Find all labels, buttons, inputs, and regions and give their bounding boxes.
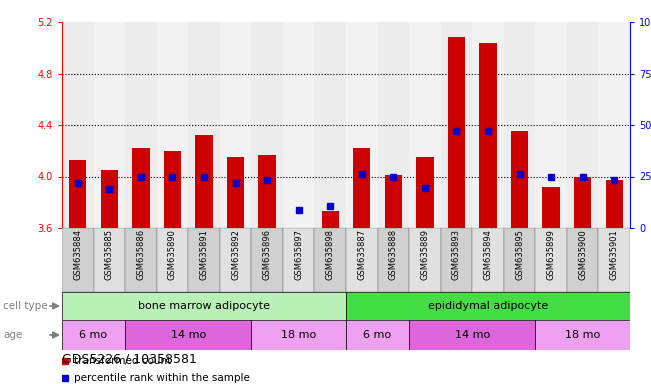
Bar [164,151,181,228]
Text: cell type: cell type [3,301,48,311]
Bar [188,228,220,292]
Text: percentile rank within the sample: percentile rank within the sample [74,373,250,383]
Bar [220,22,251,228]
Bar [472,228,504,292]
Bar [542,187,560,228]
Bar [258,155,276,228]
Bar [62,22,94,228]
Text: 14 mo: 14 mo [454,330,490,340]
Bar [441,22,472,228]
Bar [409,22,441,228]
Bar [598,22,630,228]
Text: GSM635887: GSM635887 [357,229,367,280]
Bar [283,228,314,292]
Text: age: age [3,330,23,340]
Bar [62,292,346,320]
Text: GSM635896: GSM635896 [262,229,271,280]
Bar [378,228,409,292]
Bar [416,157,434,228]
Bar [125,228,157,292]
Text: GSM635888: GSM635888 [389,229,398,280]
Bar [101,170,118,228]
Bar [69,160,87,228]
Text: epididymal adipocyte: epididymal adipocyte [428,301,548,311]
Bar [251,22,283,228]
Bar [535,320,630,350]
Bar [441,228,472,292]
Text: GSM635894: GSM635894 [484,229,493,280]
Bar [220,228,251,292]
Text: GSM635895: GSM635895 [515,229,524,280]
Bar [251,228,283,292]
Bar [504,228,535,292]
Text: GSM635893: GSM635893 [452,229,461,280]
Bar [409,228,441,292]
Text: GSM635892: GSM635892 [231,229,240,280]
Text: GSM635901: GSM635901 [610,229,618,280]
Bar [535,22,567,228]
Bar [227,157,244,228]
Bar [346,292,630,320]
Bar [195,135,213,228]
Bar [511,131,528,228]
Bar [62,228,94,292]
Bar [188,22,220,228]
Text: GSM635891: GSM635891 [199,229,208,280]
Bar [605,180,623,228]
Bar [346,22,378,228]
Bar [314,228,346,292]
Bar [409,320,535,350]
Bar [94,228,125,292]
Bar [479,43,497,228]
Text: GSM635900: GSM635900 [578,229,587,280]
Text: 14 mo: 14 mo [171,330,206,340]
Text: GDS5226 / 10358581: GDS5226 / 10358581 [62,353,197,366]
Bar [567,228,598,292]
Bar [535,228,567,292]
Bar [314,22,346,228]
Text: GSM635897: GSM635897 [294,229,303,280]
Bar [346,320,409,350]
Bar [353,148,370,228]
Text: GSM635885: GSM635885 [105,229,114,280]
Bar [283,22,314,228]
Bar [598,228,630,292]
Text: 18 mo: 18 mo [565,330,600,340]
Bar [157,22,188,228]
Text: 18 mo: 18 mo [281,330,316,340]
Bar [504,22,535,228]
Text: GSM635898: GSM635898 [326,229,335,280]
Text: bone marrow adipocyte: bone marrow adipocyte [138,301,270,311]
Text: GSM635889: GSM635889 [421,229,430,280]
Bar [448,38,465,228]
Bar [385,175,402,228]
Bar [125,320,251,350]
Bar [62,320,125,350]
Text: 6 mo: 6 mo [79,330,107,340]
Bar [132,148,150,228]
Text: GSM635890: GSM635890 [168,229,177,280]
Bar [125,22,157,228]
Bar [378,22,409,228]
Text: 6 mo: 6 mo [363,330,392,340]
Bar [251,320,346,350]
Text: GSM635899: GSM635899 [547,229,555,280]
Text: transformed count: transformed count [74,356,171,366]
Bar [322,211,339,228]
Bar [94,22,125,228]
Bar [574,177,591,228]
Bar [157,228,188,292]
Bar [472,22,504,228]
Text: GSM635884: GSM635884 [74,229,82,280]
Bar [567,22,598,228]
Text: GSM635886: GSM635886 [137,229,145,280]
Bar [346,228,378,292]
